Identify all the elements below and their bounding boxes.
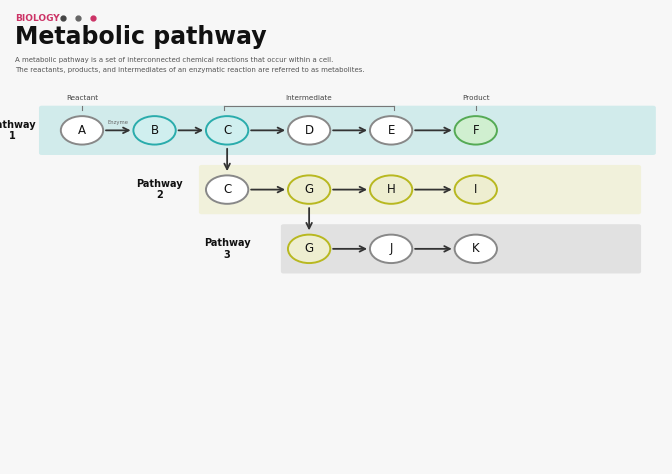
Text: H: H: [386, 183, 396, 196]
Text: Pathway
2: Pathway 2: [136, 179, 183, 201]
Text: J: J: [389, 242, 393, 255]
Ellipse shape: [288, 116, 331, 145]
Ellipse shape: [370, 175, 413, 204]
FancyBboxPatch shape: [39, 106, 656, 155]
Text: D: D: [304, 124, 314, 137]
FancyBboxPatch shape: [199, 165, 641, 214]
Text: Enzyme: Enzyme: [108, 119, 129, 125]
Text: G: G: [304, 183, 314, 196]
Text: Product: Product: [462, 95, 490, 101]
Ellipse shape: [206, 175, 249, 204]
Ellipse shape: [206, 116, 249, 145]
Text: Pathway
1: Pathway 1: [0, 119, 36, 141]
Ellipse shape: [454, 235, 497, 263]
Text: E: E: [388, 124, 394, 137]
Ellipse shape: [133, 116, 176, 145]
FancyBboxPatch shape: [281, 224, 641, 273]
Text: C: C: [223, 183, 231, 196]
Text: A metabolic pathway is a set of interconnected chemical reactions that occur wit: A metabolic pathway is a set of intercon…: [15, 57, 333, 63]
Ellipse shape: [370, 116, 413, 145]
Text: A: A: [78, 124, 86, 137]
Text: Reactant: Reactant: [66, 95, 98, 101]
Text: Metabolic pathway: Metabolic pathway: [15, 25, 266, 49]
Text: F: F: [472, 124, 479, 137]
Text: K: K: [472, 242, 480, 255]
Ellipse shape: [454, 175, 497, 204]
Ellipse shape: [60, 116, 103, 145]
Text: BIOLOGY: BIOLOGY: [15, 14, 59, 22]
Text: B: B: [151, 124, 159, 137]
Text: Pathway
3: Pathway 3: [204, 238, 251, 260]
Text: I: I: [474, 183, 478, 196]
Ellipse shape: [288, 175, 331, 204]
Ellipse shape: [370, 235, 413, 263]
Text: Intermediate: Intermediate: [286, 95, 333, 101]
Ellipse shape: [454, 116, 497, 145]
Text: The reactants, products, and intermediates of an enzymatic reaction are referred: The reactants, products, and intermediat…: [15, 67, 364, 73]
Text: C: C: [223, 124, 231, 137]
Ellipse shape: [288, 235, 331, 263]
Text: G: G: [304, 242, 314, 255]
